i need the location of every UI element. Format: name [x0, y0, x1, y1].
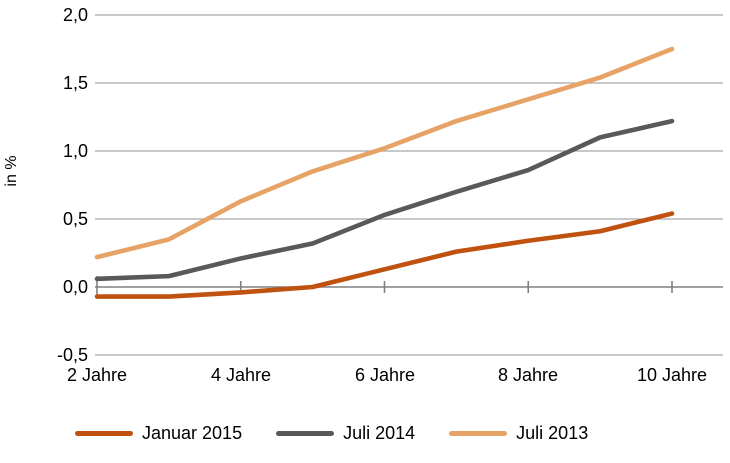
legend-label: Juli 2013 — [516, 423, 589, 443]
y-axis-tick-label: 0,5 — [62, 209, 88, 229]
legend-item-juli-2013: Juli 2013 — [449, 423, 588, 444]
x-axis-tick-label: 6 Jahre — [354, 365, 416, 385]
y-axis-title: in % — [3, 155, 20, 187]
legend-label: Januar 2015 — [142, 423, 243, 443]
x-axis-tick-label: 8 Jahre — [497, 365, 559, 385]
chart-legend: Januar 2015 Juli 2014 Juli 2013 — [75, 423, 588, 444]
x-axis-tick-label: 2 Jahre — [66, 365, 128, 385]
x-axis-tick-label: 4 Jahre — [210, 365, 272, 385]
x-axis-tick-label: 10 Jahre — [636, 365, 708, 385]
y-axis-tick-label: 1,0 — [62, 141, 88, 161]
y-axis-tick-label: -0,5 — [56, 345, 88, 365]
legend-label: Juli 2014 — [343, 423, 416, 443]
legend-line-swatch — [449, 431, 508, 436]
legend-item-januar-2015: Januar 2015 — [75, 423, 242, 444]
y-axis-tick-label: 1,5 — [62, 73, 88, 93]
legend-line-swatch — [75, 431, 133, 436]
legend-line-swatch — [276, 431, 335, 436]
legend-item-juli-2014: Juli 2014 — [276, 423, 415, 444]
y-axis-tick-label: 2,0 — [62, 5, 88, 25]
y-axis-tick-label: 0,0 — [62, 277, 88, 297]
